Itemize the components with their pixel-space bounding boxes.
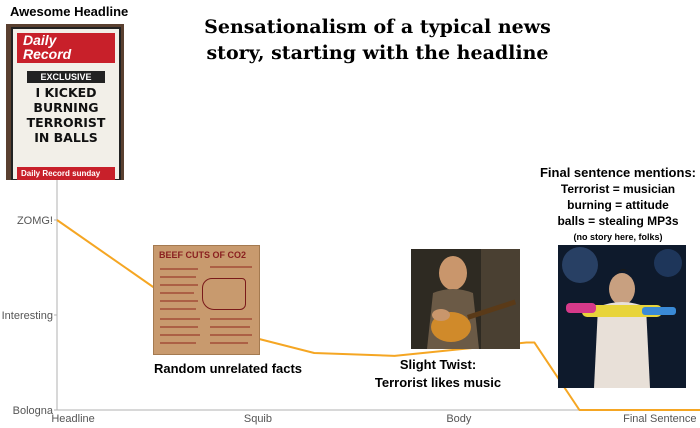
poster-footer: Daily Record sunday mail <box>17 167 115 180</box>
final-line-3: balls = stealing MP3s <box>557 214 679 228</box>
guitar-player-photo <box>411 249 520 349</box>
twist-label: Slight Twist: Terrorist likes music <box>368 356 508 392</box>
y-tick-label: ZOMG! <box>17 215 53 227</box>
final-note: (no story here, folks) <box>573 232 663 242</box>
x-tick-label: Headline <box>51 413 94 425</box>
concert-photo <box>558 245 686 388</box>
poster-masthead-line-2: Record <box>23 46 72 62</box>
beef-cuts-card-image: BEEF CUTS OF CO2 <box>153 245 260 355</box>
x-tick-label: Body <box>446 413 472 425</box>
final-line-1: Terrorist = musician <box>560 182 676 196</box>
awesome-headline-label: Awesome Headline <box>10 4 129 19</box>
poster-headline-line-2: BURNING <box>33 100 99 115</box>
twist-label-line-1: Slight Twist: <box>399 357 477 372</box>
concert-illustration <box>558 245 686 388</box>
poster-exclusive-banner: EXCLUSIVE <box>27 71 105 83</box>
card-title: BEEF CUTS OF CO2 <box>159 250 247 260</box>
final-sentence-note: Final sentence mentions: Terrorist = mus… <box>535 164 700 245</box>
x-tick-label: Squib <box>244 413 272 425</box>
twist-label-line-2: Terrorist likes music <box>374 375 502 390</box>
y-tick-label: Bologna <box>13 405 54 417</box>
y-tick-label: Interesting <box>2 310 53 322</box>
final-heading: Final sentence mentions: <box>539 165 697 180</box>
poster-headline-line-1: I KICKED <box>35 85 97 100</box>
newspaper-poster-image: Daily Record EXCLUSIVE I KICKED BURNING … <box>6 24 124 180</box>
poster-headline-line-4: IN BALLS <box>34 130 98 145</box>
final-line-2: burning = attitude <box>567 198 669 212</box>
chart-title: Sensationalism of a typical news story, … <box>204 16 551 64</box>
cow-outline-icon <box>202 278 246 310</box>
poster-masthead: Daily Record <box>17 33 115 63</box>
poster-masthead-line-1: Daily <box>23 32 57 48</box>
x-tick-label: Final Sentence <box>623 413 696 425</box>
poster-headline: I KICKED BURNING TERRORIST IN BALLS <box>17 85 115 145</box>
poster-headline-line-3: TERRORIST <box>26 115 106 130</box>
random-facts-label: Random unrelated facts <box>153 361 303 376</box>
guitar-player-illustration <box>411 249 520 349</box>
